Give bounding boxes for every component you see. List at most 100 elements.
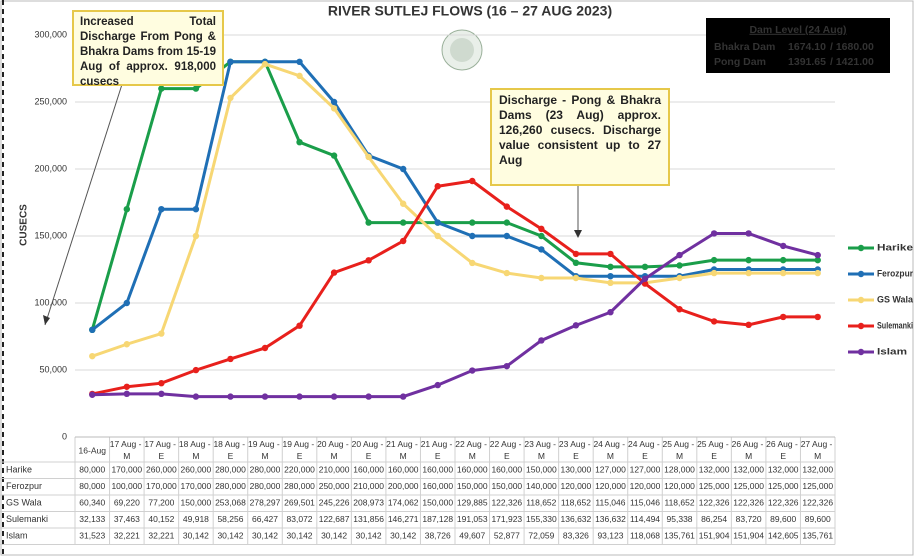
table-cell: 280,000	[250, 481, 281, 491]
point	[123, 383, 131, 390]
point	[227, 355, 234, 363]
series-line	[91, 62, 818, 358]
table-cell: 129,885	[457, 498, 488, 508]
x-tick-label: 19 Aug - E	[283, 439, 317, 461]
point	[814, 269, 821, 277]
table-cell: 100,000	[111, 481, 142, 491]
table-cell: 114,494	[630, 514, 660, 524]
legend-label: Harike	[877, 242, 913, 252]
table-cell: 136,632	[595, 514, 626, 524]
point	[192, 206, 200, 213]
x-tick-label: 26 Aug - E	[766, 439, 800, 461]
x-tick-label: 18 Aug - M	[179, 439, 213, 461]
table-cell: 58,256	[217, 514, 243, 524]
annotation-box: Discharge - Pong & Bhakra Dams (23 Aug) …	[490, 88, 670, 186]
table-cell: 132,000	[768, 465, 799, 475]
x-tick-label: 21 Aug - M	[386, 439, 420, 461]
legend-label: Ferozpur	[877, 268, 913, 278]
table-cell: 160,000	[353, 465, 384, 475]
point	[192, 85, 200, 92]
table-cell: 245,226	[319, 498, 350, 508]
point	[572, 250, 580, 258]
x-tick-label: 25 Aug - M	[663, 439, 697, 461]
x-tick-label: 26 Aug - M	[732, 439, 766, 461]
point	[399, 165, 407, 173]
point	[192, 232, 200, 240]
point	[399, 219, 407, 226]
table-cell: 122,326	[733, 498, 764, 508]
table-cell: 77,200	[148, 498, 174, 508]
series-line	[91, 60, 818, 331]
point	[89, 352, 96, 360]
x-tick-label: 22 Aug - M	[455, 439, 489, 461]
table-cell: 269,501	[284, 498, 315, 508]
table-cell: 160,000	[422, 465, 453, 475]
table-cell: 125,000	[802, 481, 833, 491]
table-cell: 83,326	[563, 531, 589, 541]
table-cell: 60,340	[79, 498, 105, 508]
table-cell: 125,000	[733, 481, 764, 491]
point	[538, 337, 545, 344]
table-cell: 30,142	[217, 531, 243, 541]
table-cell: 32,221	[114, 531, 140, 541]
table-cell: 49,607	[459, 531, 485, 541]
point	[434, 183, 441, 190]
table-row-label: GS Wala	[6, 498, 42, 508]
table-cell: 122,326	[768, 498, 799, 508]
y-tick-label: 0	[62, 431, 67, 441]
point	[365, 393, 372, 400]
table-cell: 93,123	[597, 531, 623, 541]
table-cell: 72,059	[528, 531, 554, 541]
point	[572, 274, 580, 282]
table-cell: 208,973	[353, 498, 384, 508]
point	[158, 206, 165, 213]
table-cell: 132,000	[699, 465, 730, 475]
table-cell: 120,000	[664, 481, 695, 491]
x-tick-label: 23 Aug - E	[559, 439, 593, 461]
point	[641, 275, 649, 282]
point	[158, 330, 165, 337]
table-cell: 135,761	[664, 531, 695, 541]
point	[779, 242, 787, 250]
table-cell: 174,062	[388, 498, 419, 508]
point	[503, 203, 511, 210]
point	[607, 279, 614, 287]
x-tick-label: 16-Aug	[79, 445, 107, 455]
point	[607, 273, 614, 280]
x-tick-label: 24 Aug - M	[593, 439, 627, 461]
legend-marker	[857, 296, 865, 304]
table-cell: 118,652	[664, 498, 694, 508]
table-cell: 150,000	[181, 498, 212, 508]
point	[89, 391, 96, 398]
point	[538, 225, 545, 233]
table-cell: 86,254	[701, 514, 727, 524]
x-tick-label: 18 Aug - E	[213, 439, 247, 461]
y-tick-label: 50,000	[39, 364, 67, 374]
table-cell: 30,142	[356, 531, 382, 541]
point	[399, 200, 407, 207]
table-cell: 140,000	[526, 481, 557, 491]
point	[538, 246, 545, 253]
dam-max: / 1680.00	[830, 41, 874, 53]
plot: 050,000100,000150,000200,000250,000300,0…	[0, 29, 914, 545]
table-cell: 142,605	[768, 531, 799, 541]
point	[607, 250, 614, 258]
point	[503, 269, 511, 277]
legend-label: GS Wala	[877, 294, 914, 304]
table-cell: 120,000	[561, 481, 592, 491]
dam-level-box	[706, 18, 890, 73]
point	[365, 219, 372, 226]
table-cell: 220,000	[284, 465, 315, 475]
point	[123, 206, 131, 213]
point	[676, 262, 683, 269]
point	[676, 306, 683, 313]
table-cell: 253,068	[215, 498, 246, 508]
table-cell: 95,338	[667, 514, 693, 524]
table-cell: 122,326	[699, 498, 730, 508]
point	[814, 251, 821, 259]
table-cell: 40,152	[148, 514, 174, 524]
legend-marker	[857, 348, 865, 356]
point	[330, 105, 338, 112]
